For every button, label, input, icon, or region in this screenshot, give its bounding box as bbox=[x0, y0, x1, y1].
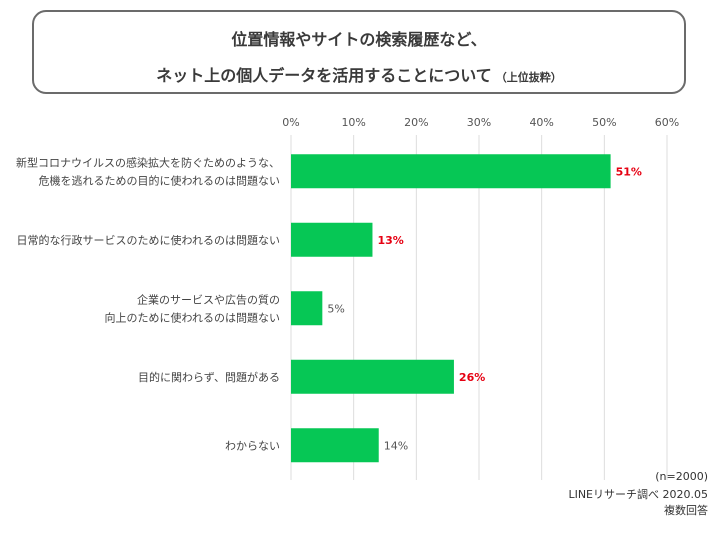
x-tick-label: 50% bbox=[592, 116, 616, 129]
sample-size-note: (n=2000) bbox=[655, 470, 708, 483]
x-tick-label: 40% bbox=[529, 116, 553, 129]
x-tick-label: 60% bbox=[655, 116, 679, 129]
data-label: 26% bbox=[459, 371, 485, 384]
category-label: 企業のサービスや広告の質の bbox=[137, 292, 280, 306]
answer-type-note: 複数回答 bbox=[664, 504, 708, 517]
category-label: 目的に関わらず、問題がある bbox=[138, 370, 280, 384]
bar bbox=[291, 428, 379, 463]
data-label: 51% bbox=[616, 165, 642, 178]
category-label: 向上のために使われるのは問題ない bbox=[105, 310, 280, 324]
bar bbox=[291, 359, 454, 394]
category-label: 日常的な行政サービスのために使われるのは問題ない bbox=[17, 233, 280, 247]
chart-title-note: （上位抜粋） bbox=[495, 71, 562, 84]
chart-title-line1: 位置情報やサイトの検索履歴など、 bbox=[231, 30, 487, 49]
chart-title-line2-text: ネット上の個人データを活用することについて bbox=[156, 66, 492, 85]
x-tick-label: 0% bbox=[282, 116, 299, 129]
data-label: 14% bbox=[384, 439, 408, 452]
x-tick-label: 20% bbox=[404, 116, 428, 129]
source-note: LINEリサーチ調べ 2020.05 bbox=[568, 488, 708, 501]
x-tick-label: 30% bbox=[467, 116, 491, 129]
chart-title-line2: ネット上の個人データを活用することについて （上位抜粋） bbox=[34, 62, 684, 86]
category-label: 新型コロナウイルスの感染拡大を防ぐためのような、 bbox=[16, 155, 280, 169]
data-label: 13% bbox=[377, 234, 403, 247]
bar bbox=[291, 291, 323, 326]
bar bbox=[291, 222, 373, 257]
title-box: 位置情報やサイトの検索履歴など、 ネット上の個人データを活用することについて （上… bbox=[32, 10, 686, 94]
bar bbox=[291, 154, 611, 189]
category-label: わからない bbox=[225, 439, 280, 452]
category-label: 危機を逃れるための目的に使われるのは問題ない bbox=[39, 173, 280, 187]
x-tick-label: 10% bbox=[341, 116, 365, 129]
data-label: 5% bbox=[327, 302, 344, 315]
